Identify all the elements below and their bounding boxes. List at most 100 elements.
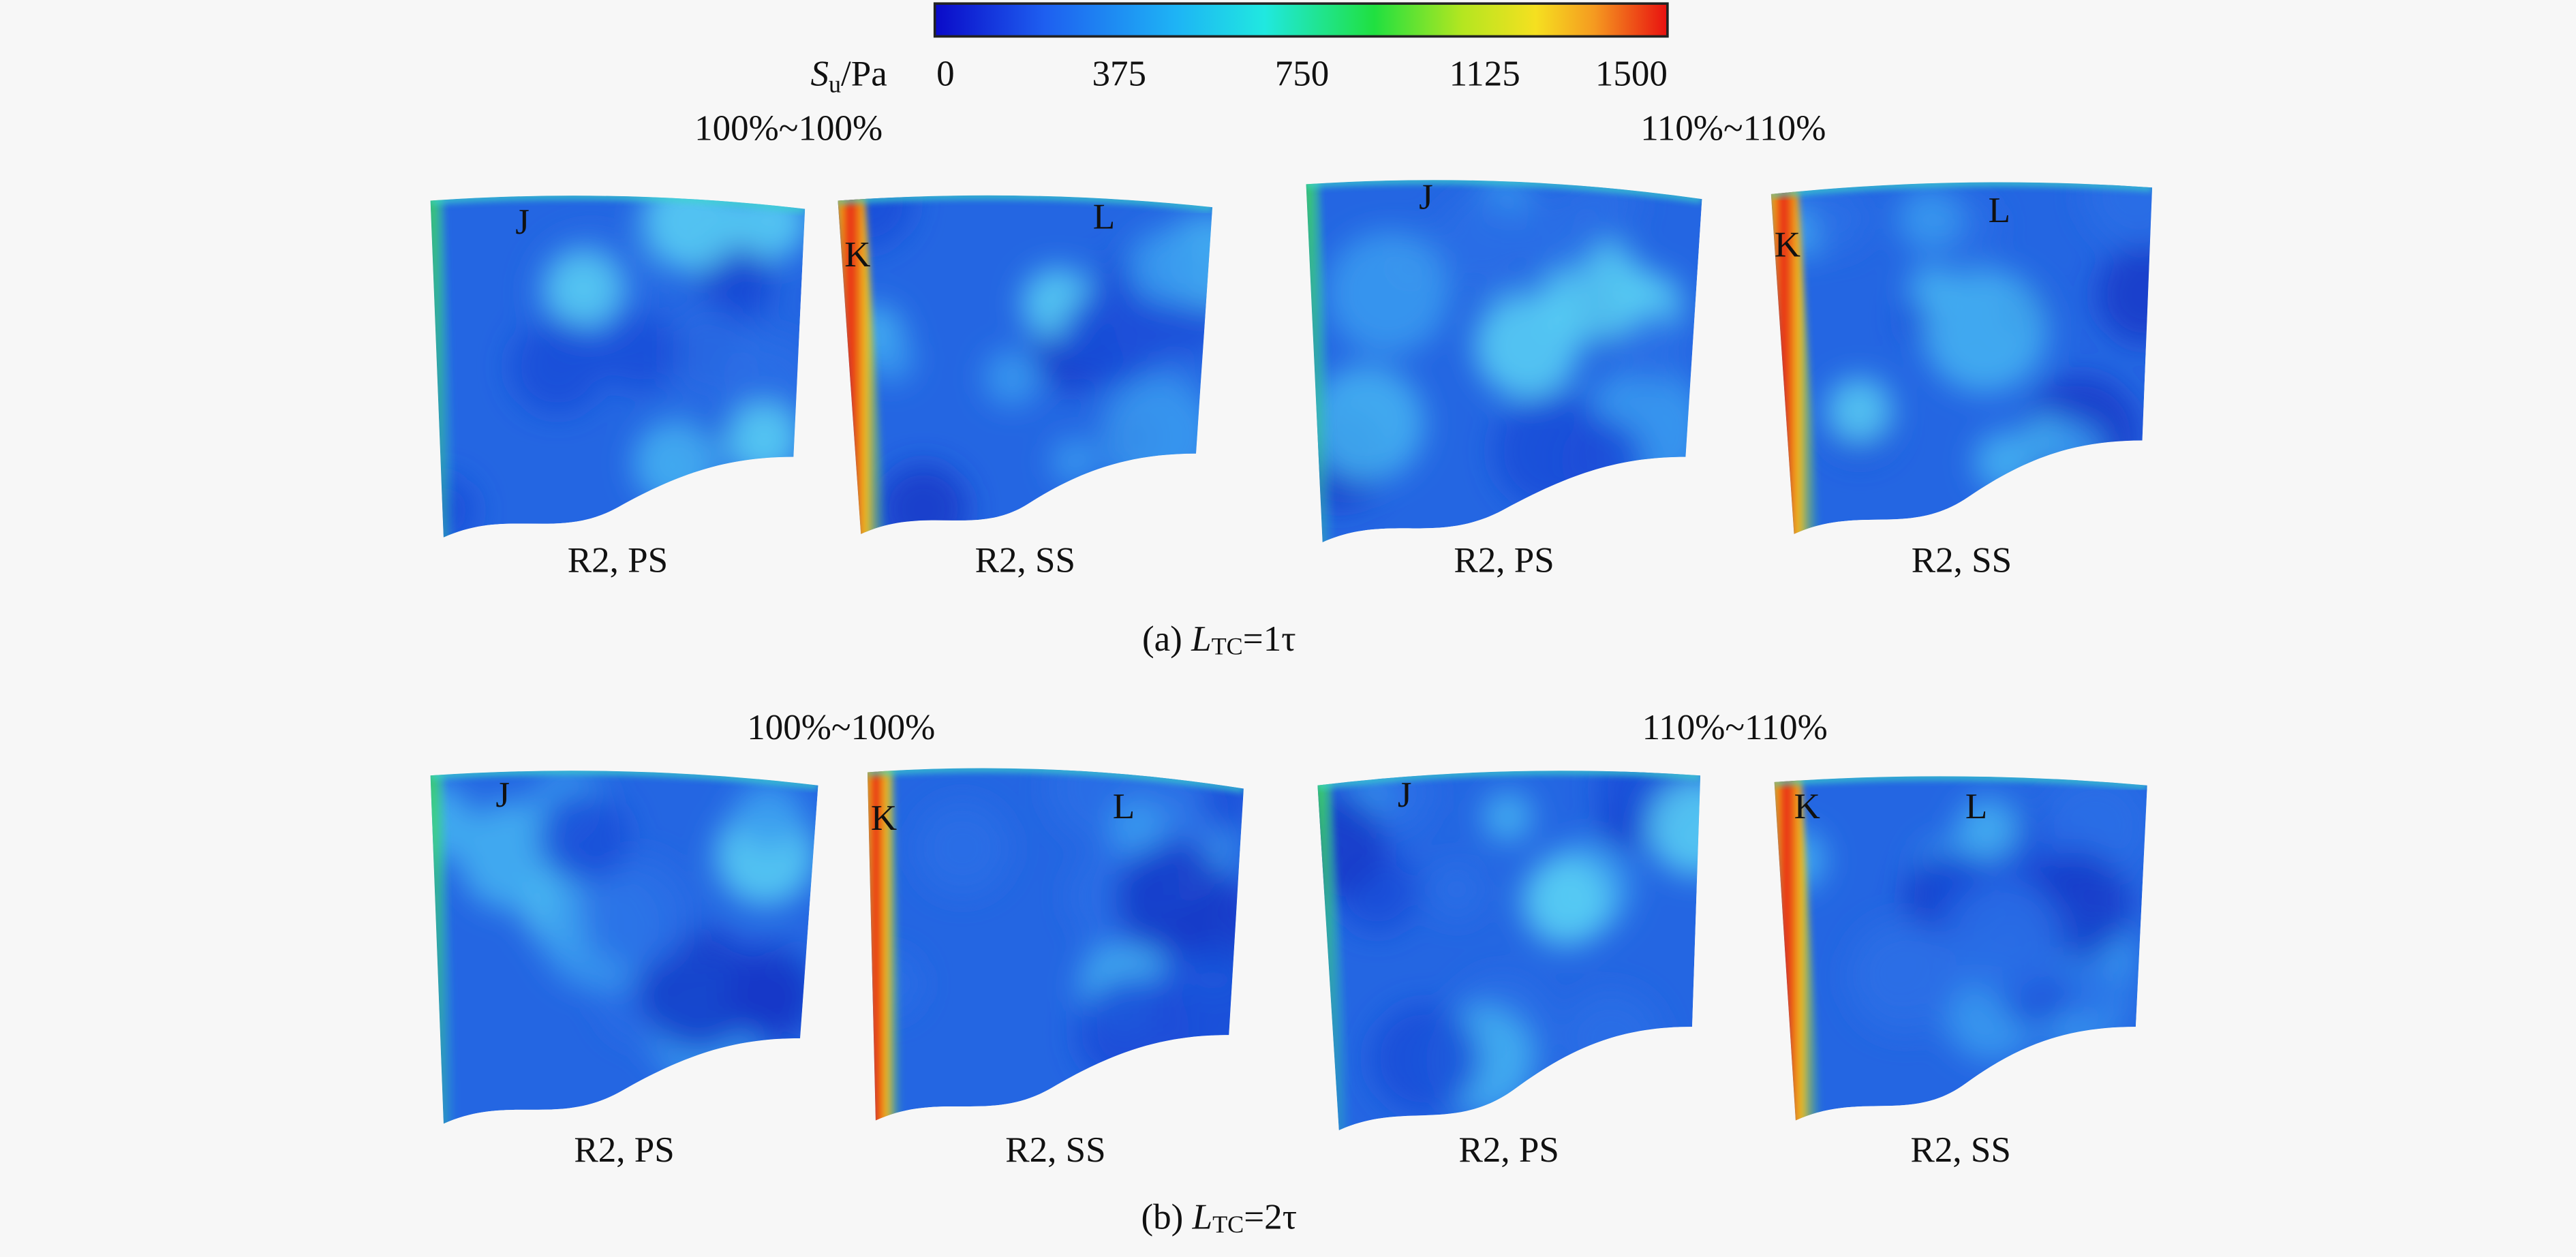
contour-blob (915, 801, 1010, 896)
panel-label: R2, PS (1459, 1130, 1559, 1170)
contour-blob (600, 311, 680, 391)
contour-blob (1944, 878, 2064, 998)
colorbar-tick-label: 1500 (1595, 55, 1668, 94)
panel-label: R2, SS (1912, 540, 2012, 580)
contour-blob (1908, 264, 1955, 311)
contour-panel (430, 196, 806, 538)
contour-blob (2046, 422, 2104, 481)
contour-panel (1317, 771, 1701, 1130)
contour-blob (641, 196, 742, 271)
contour-blobs (1774, 776, 2147, 1061)
point-marker: K (844, 235, 870, 275)
contour-blob (1521, 857, 1611, 946)
contour-blob (1148, 946, 1244, 1068)
contour-blob (1426, 858, 1488, 920)
top-edge (838, 195, 1213, 212)
colorbar-tick-label: 0 (936, 55, 955, 94)
caption-symbol: L (1191, 619, 1212, 659)
contour-blob (1115, 841, 1230, 956)
contour-blob (1050, 437, 1099, 485)
point-marker: K (1775, 226, 1800, 265)
panel-label: R2, PS (568, 540, 668, 580)
contour-blob (537, 791, 630, 884)
contour-blob (1434, 193, 1533, 292)
point-marker: L (1989, 191, 2010, 230)
contour-blob (1474, 292, 1580, 399)
panel-label: R2, SS (1005, 1130, 1105, 1170)
contour-blob (1826, 377, 1892, 444)
leading-edge (1306, 180, 1336, 542)
panel-label: R2, PS (1454, 540, 1554, 580)
contour-blob (1127, 229, 1203, 305)
contour-blob (868, 336, 915, 383)
point-marker: L (1965, 787, 1987, 826)
contour-blob (1482, 791, 1533, 843)
caption-subscript: TC (1212, 633, 1243, 660)
colorbar-tick-label: 1125 (1450, 55, 1520, 94)
contour-blob (726, 403, 801, 478)
contour-blob (1561, 419, 1645, 503)
contour-panel (867, 768, 1244, 1121)
point-marker: L (1093, 198, 1115, 237)
caption-prefix: (b) (1141, 1198, 1193, 1237)
contour-blob (2059, 961, 2123, 1023)
leading-edge (430, 196, 457, 538)
contour-blob (1308, 365, 1425, 482)
contour-blob (1062, 287, 1163, 388)
caption-suffix: =1τ (1243, 619, 1296, 659)
contour-blob (1325, 230, 1450, 355)
point-marker: J (495, 775, 510, 815)
contour-panel (1306, 180, 1702, 542)
contour-blob (1897, 187, 1962, 251)
caption-prefix: (a) (1142, 619, 1191, 659)
point-marker: J (1419, 178, 1433, 217)
subscript: u (829, 70, 841, 97)
contour-blob (1803, 184, 1871, 253)
contour-blob (733, 196, 806, 260)
top-edge (430, 771, 818, 790)
caption: (b) LTC=2τ (1141, 1198, 1298, 1239)
point-marker: J (1398, 775, 1412, 815)
contour-blob (2083, 182, 2153, 247)
caption-suffix: =2τ (1244, 1198, 1297, 1237)
point-marker: K (871, 798, 897, 838)
panel-label: R2, SS (1911, 1130, 2011, 1170)
contour-blob (878, 463, 969, 534)
contour-blob (1568, 180, 1638, 238)
group-title: 110%~110% (1642, 708, 1828, 747)
leading-edge (838, 195, 887, 534)
contour-blob (1847, 919, 1963, 1035)
contour-blob (1974, 431, 2036, 493)
panel-label: R2, SS (975, 540, 1075, 580)
symbol: S (810, 55, 829, 94)
contour-blob (1370, 1004, 1480, 1114)
panel-label: R2, PS (574, 1130, 674, 1170)
top-edge (430, 196, 806, 213)
contour-blob (730, 963, 803, 1037)
contour-blob (632, 419, 720, 506)
colorbar-label: Su/Pa (810, 55, 887, 98)
colorbar (933, 2, 1669, 38)
caption-symbol: L (1192, 1198, 1213, 1237)
contour-blobs (1306, 180, 1702, 510)
top-edge (867, 768, 1244, 793)
contour-panel (838, 195, 1213, 534)
contour-blob (2096, 245, 2153, 345)
top-edge (1306, 180, 1702, 204)
leading-edge (1774, 776, 1822, 1121)
top-edge (1317, 771, 1701, 790)
contour-blob (579, 855, 694, 970)
contour-blob (1560, 989, 1663, 1091)
caption-subscript: TC (1212, 1211, 1244, 1239)
contour-blob (733, 779, 804, 850)
contour-blob (1109, 798, 1165, 855)
colorbar-tick-label: 375 (1092, 55, 1147, 94)
contour-blob (1101, 377, 1213, 493)
contour-blob (1613, 311, 1687, 385)
group-title: 100%~100% (694, 108, 883, 148)
colorbar-tick-label: 750 (1275, 55, 1330, 94)
point-marker: J (515, 202, 530, 242)
contour-blob (546, 251, 621, 327)
leading-edge (1770, 182, 1821, 534)
